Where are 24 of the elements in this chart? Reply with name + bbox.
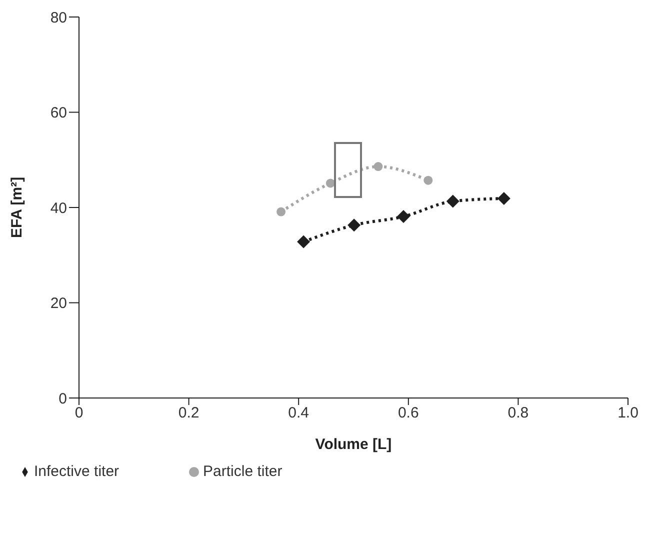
point (446, 194, 460, 208)
point (348, 218, 361, 232)
x-tick-label: 0 (74, 404, 84, 422)
point (424, 176, 433, 185)
x-axis-title: Volume [L] (315, 436, 392, 453)
y-tick-label: 60 (50, 104, 67, 122)
y-axis-title: EFA [m²] (8, 176, 26, 238)
y-tick-label: 0 (58, 390, 67, 408)
y-tick-label: 40 (50, 200, 67, 217)
point (326, 178, 335, 188)
point (396, 210, 410, 224)
point (276, 207, 286, 216)
x-tick-label: 0.8 (508, 404, 529, 422)
x-tick-label: 1.0 (618, 404, 638, 422)
point (374, 162, 383, 172)
x-tick-label: 0.6 (398, 404, 419, 422)
y-tick-label: 80 (50, 9, 67, 26)
legend-label: Infective titer (34, 463, 120, 480)
x-tick-label: 0.4 (288, 404, 310, 422)
legend-label: Particle titer (203, 463, 282, 480)
point (297, 235, 310, 248)
x-tick-label: 0.2 (178, 404, 200, 422)
y-tick-label: 20 (50, 295, 67, 312)
point (497, 192, 510, 205)
